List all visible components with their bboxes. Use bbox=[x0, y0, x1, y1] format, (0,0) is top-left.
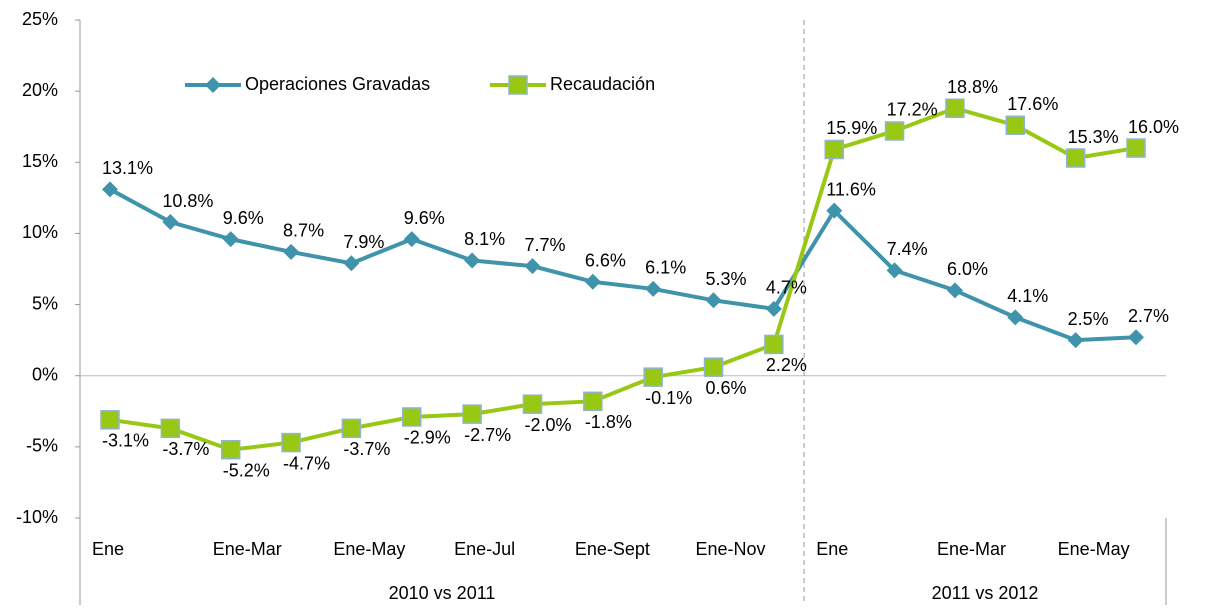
marker bbox=[281, 432, 301, 453]
marker bbox=[643, 367, 663, 387]
data-label: 2.2% bbox=[766, 355, 807, 375]
data-label: 17.6% bbox=[1007, 94, 1058, 114]
series-line bbox=[109, 187, 1137, 343]
data-label: -5.2% bbox=[223, 460, 270, 480]
data-label: -3.7% bbox=[343, 439, 390, 459]
marker bbox=[1007, 309, 1024, 326]
marker bbox=[584, 273, 601, 290]
marker bbox=[886, 262, 903, 279]
legend-marker bbox=[508, 75, 528, 95]
marker bbox=[1065, 148, 1086, 168]
marker bbox=[160, 418, 181, 439]
y-tick-label: 20% bbox=[22, 80, 58, 100]
data-label: -4.7% bbox=[283, 453, 330, 473]
data-label: 2.7% bbox=[1128, 306, 1169, 326]
y-tick-label: -5% bbox=[26, 436, 58, 456]
data-label: 7.4% bbox=[887, 239, 928, 259]
x-tick-label: Ene-May bbox=[1058, 539, 1130, 559]
group-label: 2011 vs 2012 bbox=[932, 583, 1039, 603]
y-tick-label: 0% bbox=[32, 364, 58, 384]
x-tick-label: Ene-May bbox=[333, 539, 405, 559]
data-label: 6.6% bbox=[585, 251, 626, 271]
x-tick-label: Ene-Jul bbox=[454, 539, 515, 559]
data-label: 15.9% bbox=[826, 118, 877, 138]
data-label: 6.1% bbox=[645, 258, 686, 278]
marker bbox=[765, 300, 782, 317]
marker bbox=[462, 404, 482, 424]
marker bbox=[102, 181, 118, 198]
marker bbox=[403, 231, 420, 248]
marker bbox=[946, 282, 963, 299]
marker bbox=[524, 258, 541, 275]
data-label: -2.9% bbox=[404, 428, 451, 448]
data-label: 6.0% bbox=[947, 259, 988, 279]
marker bbox=[583, 391, 603, 412]
series-line bbox=[109, 106, 1137, 452]
x-tick-label: Ene bbox=[816, 539, 848, 559]
marker bbox=[220, 439, 241, 460]
marker bbox=[341, 418, 362, 439]
marker bbox=[222, 231, 239, 248]
marker bbox=[826, 202, 843, 219]
data-label: 4.7% bbox=[766, 278, 807, 298]
data-label: 10.8% bbox=[162, 191, 213, 211]
data-label: -2.0% bbox=[524, 415, 571, 435]
marker bbox=[645, 280, 662, 297]
x-tick-label: Ene-Mar bbox=[937, 539, 1006, 559]
marker bbox=[1126, 138, 1146, 158]
data-label: 18.8% bbox=[947, 77, 998, 97]
data-label: 15.3% bbox=[1068, 127, 1119, 147]
data-label: 4.1% bbox=[1007, 286, 1048, 306]
marker bbox=[402, 407, 422, 427]
x-tick-label: Ene-Mar bbox=[213, 539, 282, 559]
data-label: 2.5% bbox=[1068, 309, 1109, 329]
data-label: 16.0% bbox=[1128, 117, 1179, 137]
data-label: -3.7% bbox=[162, 439, 209, 459]
y-tick-label: 15% bbox=[22, 151, 58, 171]
data-label: 11.6% bbox=[826, 179, 876, 199]
marker bbox=[824, 139, 844, 160]
marker bbox=[1128, 329, 1144, 346]
data-label: 8.1% bbox=[464, 229, 505, 249]
data-label: 0.6% bbox=[706, 378, 747, 398]
y-tick-label: 5% bbox=[32, 293, 58, 313]
data-label: -0.1% bbox=[645, 388, 692, 408]
marker bbox=[884, 121, 905, 141]
x-tick-label: Ene bbox=[92, 539, 124, 559]
marker bbox=[464, 252, 481, 269]
data-label: -3.1% bbox=[102, 431, 149, 451]
data-label: 7.7% bbox=[524, 235, 565, 255]
legend-marker bbox=[205, 77, 221, 93]
marker bbox=[945, 98, 965, 118]
marker bbox=[283, 243, 300, 260]
marker bbox=[343, 255, 360, 272]
x-tick-label: Ene-Sept bbox=[575, 539, 650, 559]
marker bbox=[162, 214, 179, 231]
marker bbox=[1005, 115, 1026, 136]
data-label: 13.1% bbox=[102, 158, 153, 178]
y-tick-label: 10% bbox=[22, 222, 58, 242]
data-label: 8.7% bbox=[283, 221, 324, 241]
legend-label: Operaciones Gravadas bbox=[245, 74, 430, 94]
legend-label: Recaudación bbox=[550, 74, 655, 94]
data-label: 5.3% bbox=[706, 269, 747, 289]
marker bbox=[522, 394, 543, 414]
data-label: 7.9% bbox=[343, 232, 384, 252]
marker bbox=[703, 357, 724, 377]
data-label: 9.6% bbox=[223, 208, 264, 228]
data-label: -1.8% bbox=[585, 412, 632, 432]
y-tick-label: -10% bbox=[16, 507, 58, 527]
marker bbox=[705, 292, 722, 309]
x-tick-label: Ene-Nov bbox=[696, 539, 766, 559]
data-label: -2.7% bbox=[464, 425, 511, 445]
data-label: 9.6% bbox=[404, 208, 445, 228]
y-tick-label: 25% bbox=[22, 9, 58, 29]
marker bbox=[100, 410, 120, 430]
group-label: 2010 vs 2011 bbox=[389, 583, 496, 603]
marker bbox=[1067, 332, 1084, 349]
marker bbox=[764, 334, 784, 355]
data-label: 17.2% bbox=[887, 100, 938, 120]
